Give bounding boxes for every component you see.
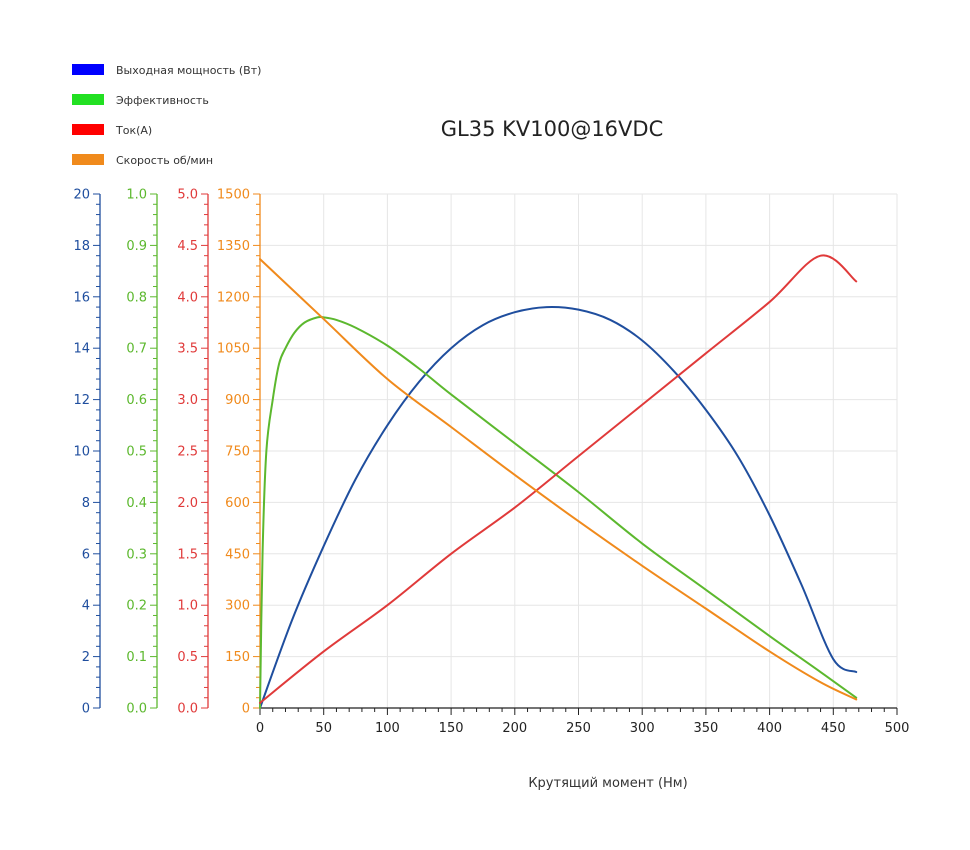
- legend-label: Выходная мощность (Вт): [116, 64, 261, 77]
- y-tick-label: 12: [73, 393, 90, 408]
- y-tick-label: 0.2: [126, 599, 147, 614]
- chart-axes: 024681012141618200.00.10.20.30.40.50.60.…: [73, 188, 909, 737]
- legend-label: Скорость об/мин: [116, 154, 213, 167]
- legend-swatch: [72, 154, 104, 165]
- x-tick-label: 50: [315, 721, 332, 736]
- x-tick-label: 200: [502, 721, 527, 736]
- x-tick-label: 250: [566, 721, 591, 736]
- y-tick-label: 1.5: [177, 547, 198, 562]
- x-tick-label: 100: [375, 721, 400, 736]
- y-tick-label: 900: [225, 393, 250, 408]
- y-tick-label: 16: [73, 290, 90, 305]
- y-tick-label: 4.5: [177, 239, 198, 254]
- y-tick-label: 450: [225, 547, 250, 562]
- y-tick-label: 750: [225, 445, 250, 460]
- y-tick-label: 0: [82, 702, 90, 717]
- y-tick-label: 0: [242, 702, 250, 717]
- y-axis-power: 0 2 4 6 8 10 12 14 16 18 20: [73, 188, 101, 717]
- y-tick-label: 0.8: [126, 290, 147, 305]
- y-tick-label: 14: [73, 342, 90, 357]
- legend-label: Ток(А): [115, 124, 152, 137]
- x-tick-label: 450: [821, 721, 846, 736]
- y-tick-label: 4: [82, 599, 90, 614]
- x-tick-label: 350: [693, 721, 718, 736]
- series-line-current: [259, 254, 858, 704]
- y-tick-label: 0.1: [126, 650, 147, 665]
- y-tick-label: 0.4: [126, 496, 147, 511]
- legend-label: Эффективность: [116, 94, 209, 107]
- chart-series: [259, 254, 858, 709]
- y-tick-label: 20: [73, 188, 90, 203]
- x-tick-label: 400: [757, 721, 782, 736]
- y-tick-label: 1200: [217, 290, 250, 305]
- x-axis-label: Крутящий момент (Нм): [528, 776, 687, 791]
- legend-swatch: [72, 124, 104, 135]
- series-line-power: [259, 305, 858, 709]
- y-tick-label: 0.0: [177, 702, 198, 717]
- chart-title: GL35 KV100@16VDC: [441, 117, 664, 141]
- y-tick-label: 3.0: [177, 393, 198, 408]
- y-axis-speed: 0 150 300 450 600 750 900 1050 1200 1350 1500: [217, 188, 261, 717]
- y-axis-efficiency: 0.0 0.1 0.2 0.3 0.4 0.5 0.6 0.7 0.8 0.9 1.0: [126, 188, 158, 717]
- x-tick-label: 0: [256, 721, 264, 736]
- series-line-speed: [259, 258, 858, 701]
- y-tick-label: 0.6: [126, 393, 147, 408]
- y-tick-label: 1350: [217, 239, 250, 254]
- y-tick-label: 1050: [217, 342, 250, 357]
- y-tick-label: 0.9: [126, 239, 147, 254]
- y-tick-label: 10: [73, 445, 90, 460]
- y-tick-label: 4.0: [177, 290, 198, 305]
- y-tick-label: 2: [82, 650, 90, 665]
- x-tick-label: 150: [439, 721, 464, 736]
- y-tick-label: 18: [73, 239, 90, 254]
- y-tick-label: 0.7: [126, 342, 147, 357]
- series-line-efficiency: [259, 315, 858, 709]
- y-tick-label: 1.0: [177, 599, 198, 614]
- y-tick-label: 1500: [217, 188, 250, 203]
- y-tick-label: 8: [82, 496, 90, 511]
- x-tick-label: 300: [630, 721, 655, 736]
- chart-grid: [259, 193, 898, 709]
- y-axis-current: 0.0 0.5 1.0 1.5 2.0 2.5 3.0 3.5 4.0 4.5 5.0: [177, 188, 209, 717]
- y-tick-label: 0.5: [126, 445, 147, 460]
- y-tick-label: 0.5: [177, 650, 198, 665]
- y-tick-label: 3.5: [177, 342, 198, 357]
- y-tick-label: 5.0: [177, 188, 198, 203]
- legend-swatch: [72, 94, 104, 105]
- x-tick-label: 500: [885, 721, 910, 736]
- y-tick-label: 6: [82, 547, 90, 562]
- chart-legend: Выходная мощность (Вт) Эффективность Ток(А…: [72, 64, 261, 167]
- y-tick-label: 0.0: [126, 702, 147, 717]
- y-tick-label: 2.5: [177, 445, 198, 460]
- y-tick-label: 0.3: [126, 547, 147, 562]
- y-tick-label: 2.0: [177, 496, 198, 511]
- y-tick-label: 150: [225, 650, 250, 665]
- x-axis: 0 50 100 150 200 250 300 350 400 450 500: [256, 707, 910, 736]
- y-tick-label: 300: [225, 599, 250, 614]
- y-tick-label: 1.0: [126, 188, 147, 203]
- legend-swatch: [72, 64, 104, 75]
- y-tick-label: 600: [225, 496, 250, 511]
